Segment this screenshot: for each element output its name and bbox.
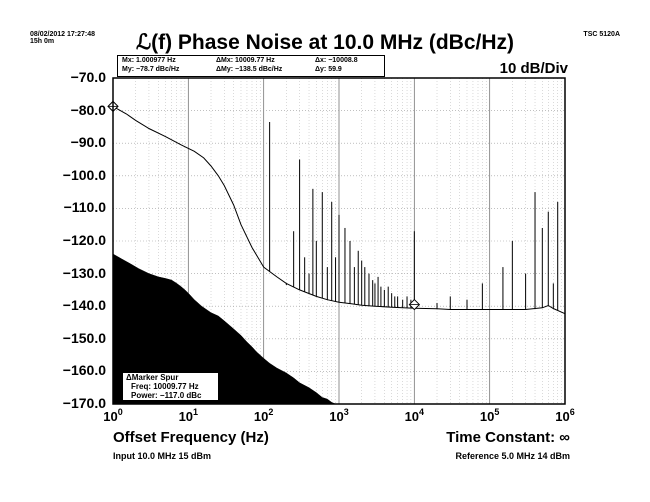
- spur-freq: Freq: 10009.77 Hz: [131, 382, 199, 391]
- x-axis-label: Offset Frequency (Hz): [113, 429, 269, 446]
- phase-noise-line: [112, 105, 566, 315]
- scale-label: 10 dB/Div: [499, 60, 568, 77]
- plot-frame: [112, 77, 566, 405]
- y-tick-label: −120.0: [62, 232, 106, 248]
- x-tick-label: 105: [480, 407, 499, 424]
- datetime-stamp: 08/02/2012 17:27:48: [30, 31, 95, 38]
- x-tick-label: 104: [405, 407, 424, 424]
- elapsed-time: 15h 0m: [30, 38, 55, 45]
- input-info: Input 10.0 MHz 15 dBm: [113, 451, 212, 461]
- spur-title: ΔMarker Spur: [126, 373, 179, 382]
- x-tick-label: 101: [179, 407, 198, 424]
- marker-readout-box: Mx: 1.000977 Hz My: −78.7 dBc/Hz ΔMx: 10…: [117, 55, 385, 77]
- spur-floor-layer: [112, 253, 339, 405]
- chart-title: ℒ(f) Phase Noise at 10.0 MHz (dBc/Hz): [135, 31, 515, 54]
- marker-my: My: −78.7 dBc/Hz: [122, 66, 180, 73]
- y-tick-label: −160.0: [62, 362, 106, 379]
- y-tick-label: −80.0: [70, 101, 106, 118]
- spur-power: Power: −117.0 dBc: [131, 391, 202, 400]
- y-tick-label: −90.0: [70, 134, 106, 151]
- y-tick-label: −140.0: [62, 297, 106, 314]
- y-tick-label: −130.0: [62, 264, 106, 281]
- y-tick-label: −100.0: [62, 166, 106, 183]
- time-constant-label: Time Constant: ∞: [446, 429, 570, 446]
- spur-floor-area: [112, 253, 339, 405]
- reference-info: Reference 5.0 MHz 14 dBm: [455, 451, 570, 461]
- marker-mx: Mx: 1.000977 Hz: [122, 57, 176, 64]
- y-tick-label: −110.0: [63, 199, 106, 216]
- marker-dmy: ΔMy: −138.5 dBc/Hz: [216, 66, 283, 73]
- x-tick-label: 103: [329, 407, 348, 424]
- y-tick-label: −170.0: [62, 395, 106, 411]
- x-tick-label: 106: [555, 407, 574, 424]
- marker-dx: Δx: −10008.8: [315, 57, 358, 64]
- instrument-name: TSC 5120A: [583, 31, 620, 38]
- y-tick-label: −150.0: [62, 329, 106, 346]
- x-tick-labels: 100 101 102 103 104 105 106: [103, 407, 574, 424]
- spur-readout-box: ΔMarker Spur Freq: 10009.77 Hz Power: −1…: [122, 372, 219, 401]
- x-tick-label: 102: [254, 407, 273, 424]
- y-tick-label: −70.0: [70, 69, 106, 85]
- x-tick-label: 100: [103, 407, 122, 424]
- marker-dy: Δy: 59.9: [315, 66, 342, 73]
- phase-noise-layer: [112, 105, 566, 315]
- marker-dmx: ΔMx: 10009.77 Hz: [216, 57, 275, 64]
- spur-lines-layer: [269, 122, 559, 311]
